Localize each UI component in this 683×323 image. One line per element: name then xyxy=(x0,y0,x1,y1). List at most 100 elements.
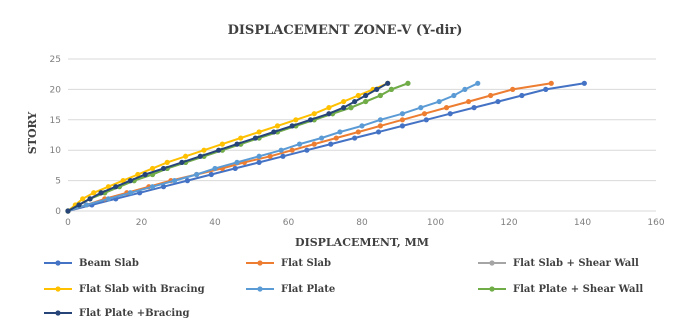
series-group xyxy=(65,81,587,214)
data-point xyxy=(422,111,427,116)
data-point xyxy=(543,87,548,92)
x-tick-label: 0 xyxy=(65,218,71,228)
data-point xyxy=(376,129,381,134)
data-point xyxy=(257,129,262,134)
data-point xyxy=(65,208,70,213)
x-tick-label: 40 xyxy=(209,218,221,228)
chart-title: DISPLACEMENT ZONE-V (Y-dir) xyxy=(228,23,463,38)
data-point xyxy=(233,166,238,171)
legend-item: Flat Slab xyxy=(246,258,331,269)
data-point xyxy=(378,123,383,128)
data-point xyxy=(150,184,155,189)
legend-item: Flat Slab + Shear Wall xyxy=(478,258,639,269)
x-axis-label: DISPLACEMENT, MM xyxy=(295,236,429,249)
data-point xyxy=(293,117,298,122)
data-point xyxy=(510,87,515,92)
data-point xyxy=(98,190,103,195)
legend-item: Flat Plate +Bracing xyxy=(44,308,189,319)
data-point xyxy=(466,99,471,104)
data-point xyxy=(326,111,331,116)
data-point xyxy=(437,99,442,104)
data-point xyxy=(400,111,405,116)
data-point xyxy=(356,129,361,134)
data-point xyxy=(185,178,190,183)
data-point xyxy=(405,81,410,86)
legend-swatch-marker xyxy=(55,260,60,265)
data-point xyxy=(257,160,262,165)
data-point xyxy=(209,172,214,177)
data-point xyxy=(475,81,480,86)
legend-swatch-marker xyxy=(257,260,262,265)
legend-item: Flat Plate xyxy=(246,284,335,295)
data-point xyxy=(253,135,258,140)
legend-label: Flat Slab xyxy=(281,258,331,269)
data-point xyxy=(400,123,405,128)
data-point xyxy=(312,142,317,147)
data-point xyxy=(165,160,170,165)
data-point xyxy=(183,154,188,159)
data-point xyxy=(275,123,280,128)
legend: Beam Slab Flat Slab Flat Slab + Shear Wall… xyxy=(44,258,643,319)
tick-labels: 0 5 10 15 20 25 0 20 40 60 80 100 120 140 160 xyxy=(50,55,665,228)
x-tick-label: 160 xyxy=(647,218,664,228)
data-point xyxy=(378,117,383,122)
data-point xyxy=(161,166,166,171)
x-tick-label: 100 xyxy=(427,218,444,228)
data-point xyxy=(280,154,285,159)
data-point xyxy=(337,129,342,134)
legend-label: Flat Plate +Bracing xyxy=(79,308,189,319)
data-point xyxy=(363,93,368,98)
data-point xyxy=(143,172,148,177)
data-point xyxy=(334,135,339,140)
legend-label: Flat Plate xyxy=(281,284,335,295)
legend-swatch-marker xyxy=(489,260,494,265)
series-2 xyxy=(65,81,410,214)
data-point xyxy=(198,154,203,159)
x-tick-label: 80 xyxy=(356,218,368,228)
data-point xyxy=(418,105,423,110)
data-point xyxy=(113,184,118,189)
data-point xyxy=(374,87,379,92)
legend-label: Flat Slab + Shear Wall xyxy=(513,258,639,269)
series-0 xyxy=(65,81,587,214)
data-point xyxy=(80,196,85,201)
data-point xyxy=(549,81,554,86)
data-point xyxy=(87,196,92,201)
data-point xyxy=(352,99,357,104)
data-point xyxy=(106,196,111,201)
data-point xyxy=(312,111,317,116)
data-point xyxy=(257,154,262,159)
y-tick-label: 10 xyxy=(50,146,62,156)
data-point xyxy=(216,148,221,153)
legend-item: Flat Plate + Shear Wall xyxy=(478,284,643,295)
data-point xyxy=(451,93,456,98)
data-point xyxy=(234,160,239,165)
data-point xyxy=(319,135,324,140)
data-point xyxy=(444,105,449,110)
data-point xyxy=(150,166,155,171)
series-4 xyxy=(65,81,480,214)
data-point xyxy=(194,172,199,177)
data-point xyxy=(356,93,361,98)
data-point xyxy=(326,105,331,110)
data-point xyxy=(389,87,394,92)
data-point xyxy=(328,142,333,147)
data-point xyxy=(400,117,405,122)
legend-swatch-marker xyxy=(55,310,60,315)
data-point xyxy=(290,123,295,128)
y-tick-label: 20 xyxy=(50,85,62,95)
data-point xyxy=(424,117,429,122)
data-point xyxy=(304,148,309,153)
data-point xyxy=(495,99,500,104)
data-point xyxy=(471,105,476,110)
y-tick-label: 5 xyxy=(55,177,61,187)
data-point xyxy=(341,105,346,110)
y-tick-label: 0 xyxy=(55,207,61,217)
y-tick-label: 25 xyxy=(50,55,61,65)
data-point xyxy=(341,99,346,104)
data-point xyxy=(378,93,383,98)
data-point xyxy=(385,81,390,86)
legend-swatch-marker xyxy=(55,286,60,291)
data-point xyxy=(352,135,357,140)
